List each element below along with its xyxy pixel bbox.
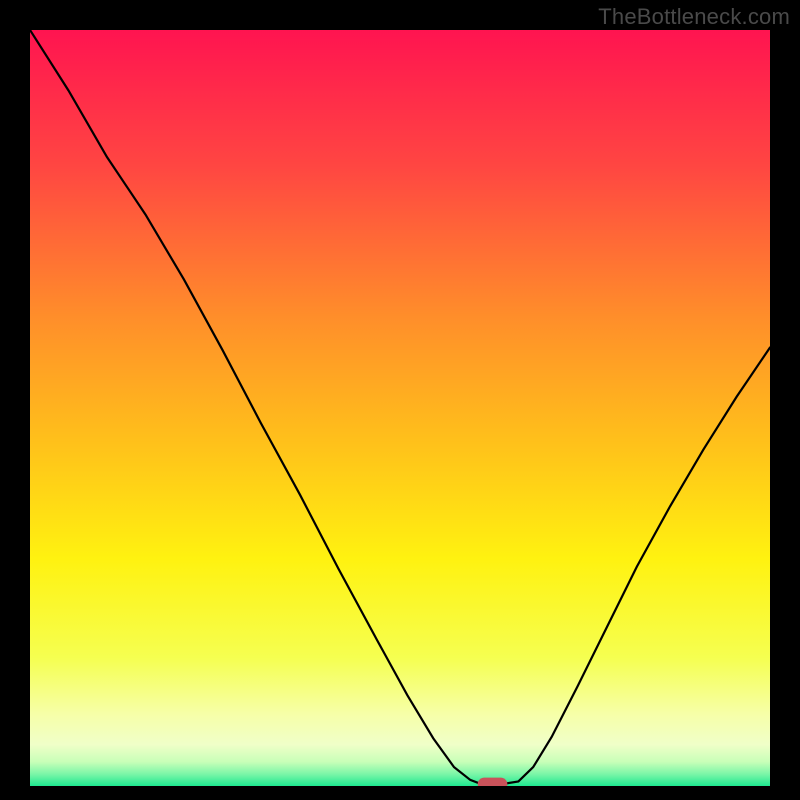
optimum-marker xyxy=(478,778,508,786)
plot-area xyxy=(30,30,770,786)
gradient-background xyxy=(30,30,770,786)
watermark-text: TheBottleneck.com xyxy=(598,4,790,30)
plot-svg xyxy=(30,30,770,786)
chart-frame: TheBottleneck.com xyxy=(0,0,800,800)
